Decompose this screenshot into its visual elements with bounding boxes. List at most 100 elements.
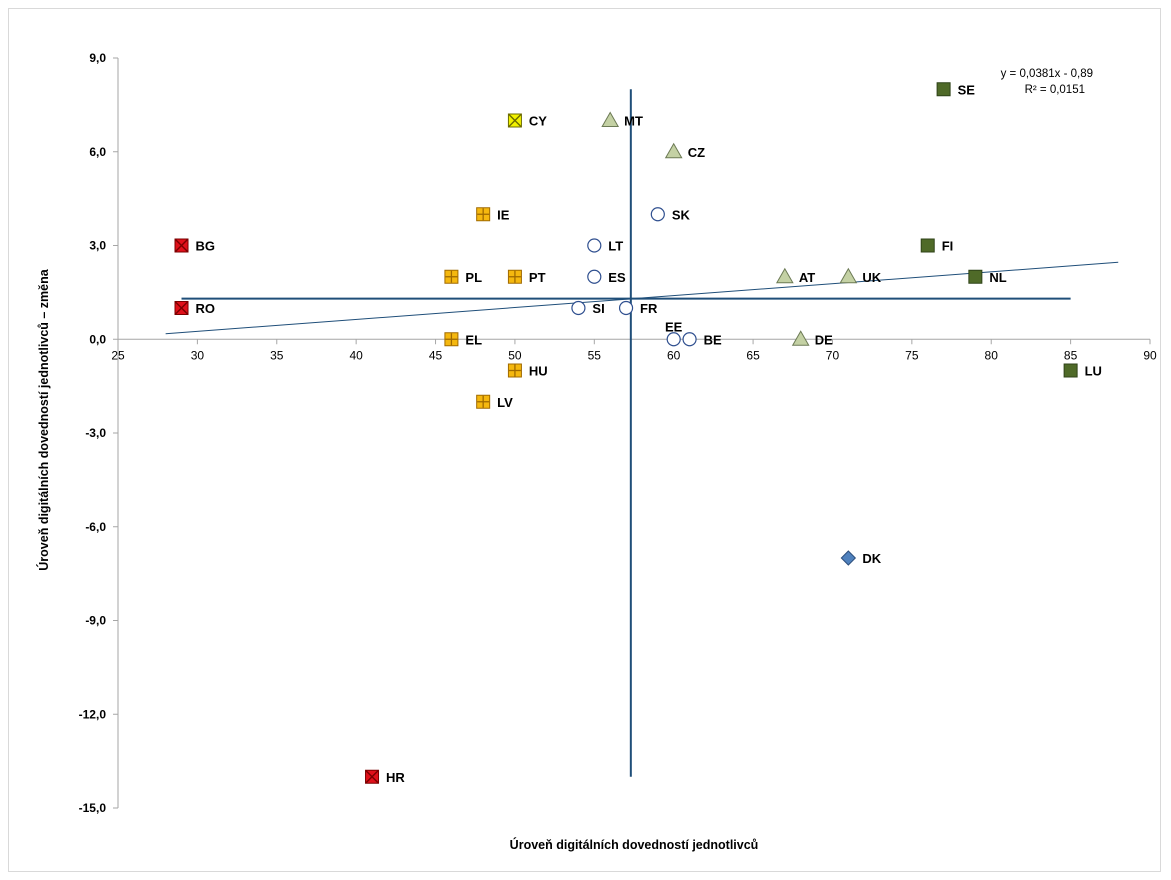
point-label: DE bbox=[815, 332, 833, 347]
x-tick-label: 90 bbox=[1143, 348, 1157, 362]
trendline-r2: R² = 0,0151 bbox=[1025, 84, 1085, 96]
y-tick-label: -12,0 bbox=[79, 707, 107, 721]
circle-marker bbox=[618, 300, 634, 316]
point-label: MT bbox=[624, 114, 643, 129]
chart-frame bbox=[8, 8, 1161, 872]
y-tick-label: 3,0 bbox=[89, 239, 106, 253]
x-glyph bbox=[365, 770, 379, 784]
data-point-ee: EE bbox=[665, 319, 683, 347]
y-tick-label: -15,0 bbox=[79, 801, 107, 815]
point-label: CY bbox=[529, 114, 547, 129]
point-label: RO bbox=[196, 301, 216, 316]
data-point-nl: NL bbox=[968, 269, 1007, 285]
data-point-fr: FR bbox=[618, 300, 658, 316]
point-label: ES bbox=[608, 270, 626, 285]
data-point-uk: UK bbox=[839, 267, 882, 285]
data-point-mt: MT bbox=[601, 111, 643, 129]
triangle-marker bbox=[601, 111, 620, 127]
data-point-el: EL bbox=[444, 332, 482, 347]
x-tick-label: 60 bbox=[667, 348, 681, 362]
data-point-dk: DK bbox=[840, 550, 882, 566]
x-glyph bbox=[175, 301, 189, 315]
point-label: FI bbox=[942, 239, 954, 254]
point-label: SE bbox=[958, 82, 976, 97]
x-tick-label: 65 bbox=[746, 348, 760, 362]
data-point-cy: CY bbox=[507, 113, 547, 129]
point-label: AT bbox=[799, 270, 815, 285]
point-label: PT bbox=[529, 270, 546, 285]
x-tick-label: 75 bbox=[905, 348, 919, 362]
data-point-hr: HR bbox=[365, 769, 405, 785]
point-label: SI bbox=[592, 301, 604, 316]
y-tick-label: -3,0 bbox=[85, 426, 106, 440]
circle-marker bbox=[587, 238, 602, 253]
data-point-hu: HU bbox=[507, 363, 548, 379]
x-tick-label: 40 bbox=[349, 348, 363, 362]
square-marker bbox=[936, 82, 951, 97]
circle-marker bbox=[666, 332, 681, 347]
data-point-se: SE bbox=[936, 82, 976, 97]
data-point-pt: PT bbox=[507, 269, 546, 285]
y-tick-label: -9,0 bbox=[85, 614, 106, 628]
data-point-ro: RO bbox=[174, 301, 216, 316]
x-tick-label: 80 bbox=[985, 348, 999, 362]
y-axis-title: Úroveň digitálních dovedností jednotlivc… bbox=[36, 268, 51, 570]
data-point-pl: PL bbox=[444, 269, 482, 285]
data-point-si: SI bbox=[571, 300, 605, 316]
point-label: BE bbox=[704, 332, 722, 347]
point-label: EL bbox=[465, 332, 482, 347]
x-tick-label: 35 bbox=[270, 348, 284, 362]
point-label: UK bbox=[862, 270, 881, 285]
y-tick-label: 9,0 bbox=[89, 51, 106, 65]
x-tick-label: 85 bbox=[1064, 348, 1078, 362]
point-label: SK bbox=[672, 207, 691, 222]
point-label: FR bbox=[640, 301, 658, 316]
point-label: HU bbox=[529, 364, 548, 379]
x-tick-label: 45 bbox=[429, 348, 443, 362]
trendline-equation: y = 0,0381x - 0,89 bbox=[1001, 68, 1093, 80]
point-label: PL bbox=[465, 270, 482, 285]
point-label: LV bbox=[497, 395, 513, 410]
data-point-lt: LT bbox=[587, 238, 623, 254]
x-axis-title: Úroveň digitálních dovedností jednotlivc… bbox=[510, 837, 759, 852]
axes: 9,0 6,0 3,0 0,0 -3,0 -6,0 -9,0 -12,0 -15,0 25 30 35… bbox=[79, 51, 1157, 815]
data-point-de: DE bbox=[791, 330, 833, 347]
point-label: HR bbox=[386, 770, 405, 785]
circle-marker bbox=[650, 207, 665, 222]
triangle-marker bbox=[839, 267, 858, 284]
point-label: NL bbox=[989, 270, 1006, 285]
diamond-marker bbox=[840, 550, 857, 566]
triangle-marker bbox=[664, 142, 683, 159]
data-point-es: ES bbox=[587, 269, 626, 285]
data-point-lv: LV bbox=[476, 394, 513, 410]
x-tick-label: 70 bbox=[826, 348, 840, 362]
point-label: IE bbox=[497, 207, 510, 222]
y-tick-label: 0,0 bbox=[89, 332, 106, 346]
data-point-cz: CZ bbox=[664, 142, 705, 160]
data-point-fi: FI bbox=[920, 238, 954, 254]
trendline bbox=[165, 261, 1119, 335]
x-tick-label: 25 bbox=[111, 348, 125, 362]
reference-lines bbox=[165, 89, 1119, 777]
x-tick-label: 50 bbox=[508, 348, 522, 362]
data-point-lu: LU bbox=[1063, 363, 1102, 379]
square-marker bbox=[968, 269, 983, 284]
y-tick-label: 6,0 bbox=[89, 145, 106, 159]
point-label: BG bbox=[196, 239, 216, 254]
data-points: SE CY MT CZ IE SK BG LT FI PL PT ES AT UK NL RO SI FR EL EE… bbox=[174, 82, 1102, 785]
data-point-at: AT bbox=[775, 267, 815, 285]
x-tick-label: 30 bbox=[191, 348, 205, 362]
triangle-marker bbox=[775, 267, 794, 284]
x-glyph bbox=[508, 114, 522, 127]
square-marker bbox=[1063, 363, 1078, 378]
square-marker bbox=[920, 238, 935, 253]
y-tick-label: -6,0 bbox=[85, 520, 106, 534]
data-point-be: BE bbox=[682, 332, 722, 347]
circle-marker bbox=[682, 332, 697, 347]
circle-marker bbox=[571, 300, 586, 316]
triangle-marker bbox=[791, 330, 810, 346]
circle-marker bbox=[587, 269, 602, 284]
x-tick-label: 55 bbox=[588, 348, 602, 362]
point-label: EE bbox=[665, 319, 683, 334]
